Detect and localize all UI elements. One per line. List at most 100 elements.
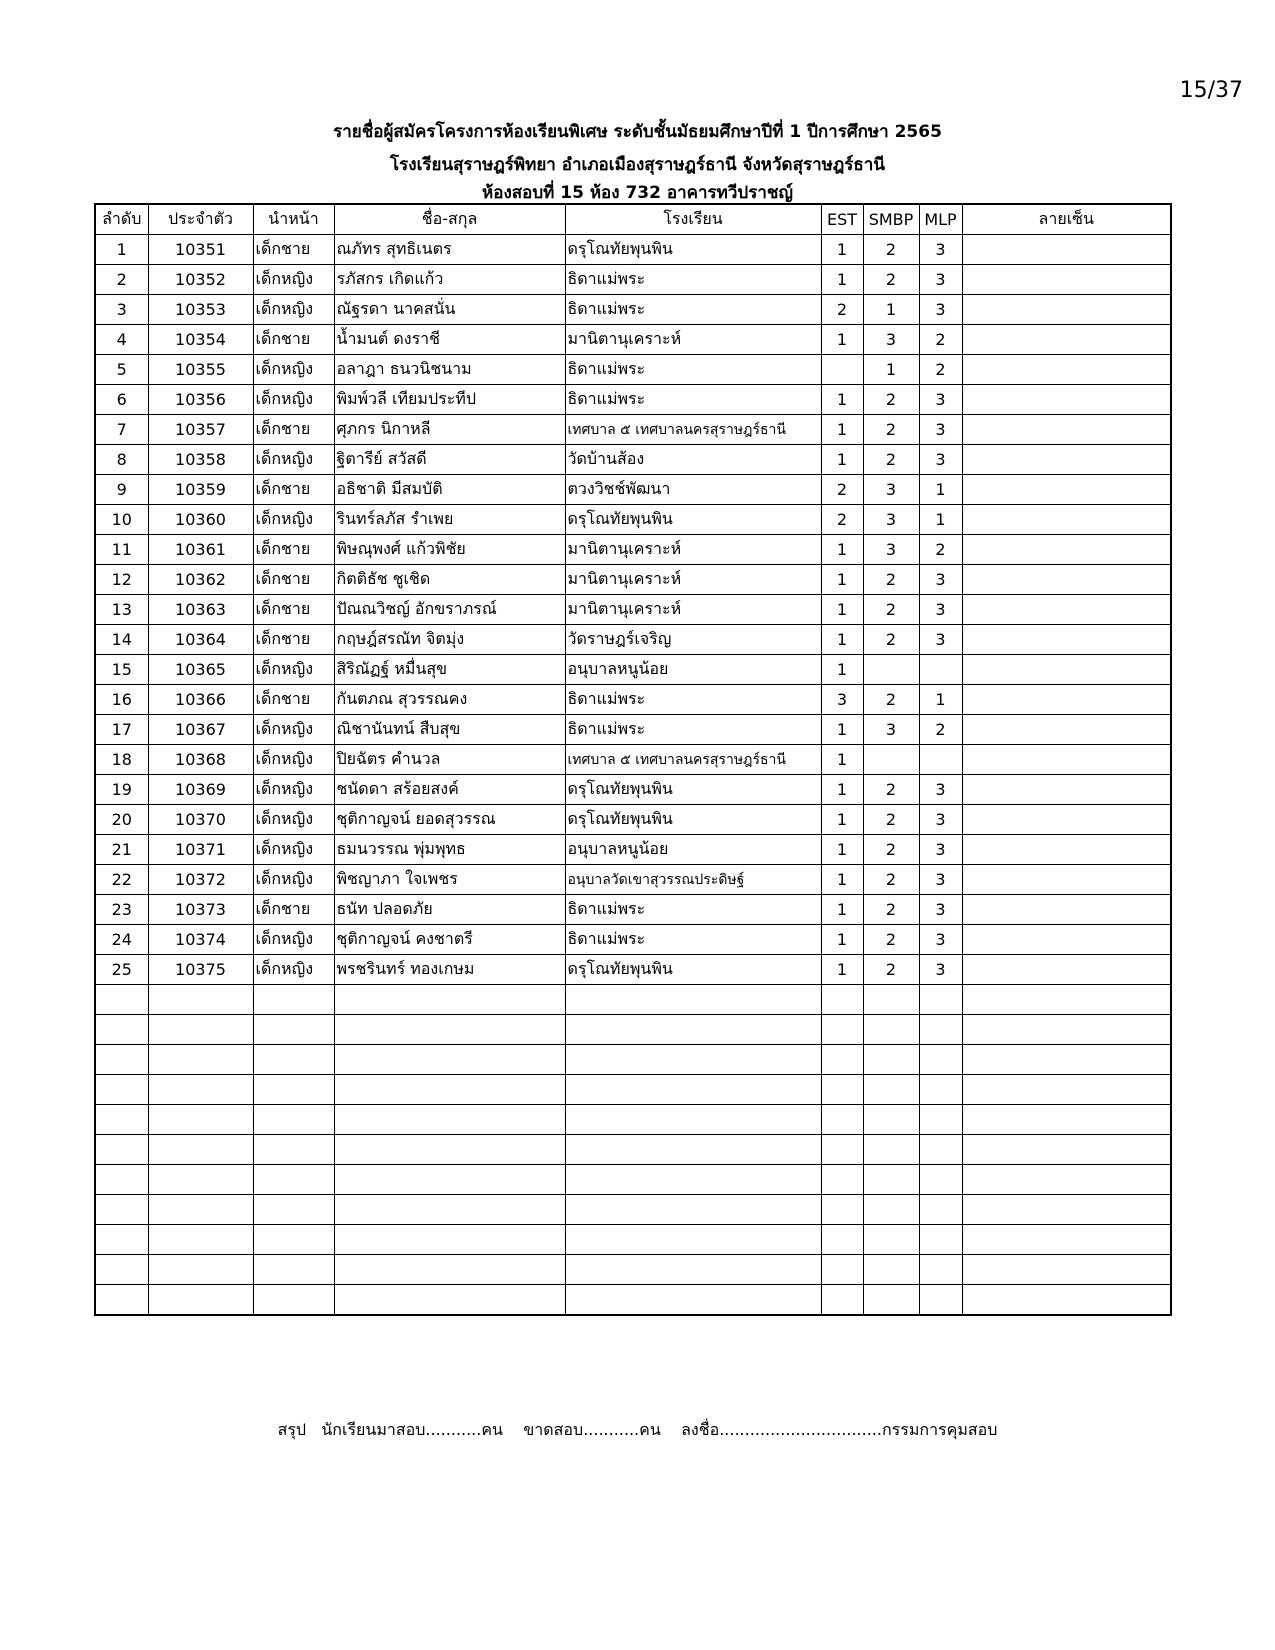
full-name: กิตติธัช ชูเชิด bbox=[333, 564, 566, 595]
empty-cell bbox=[820, 984, 864, 1015]
row-number: 25 bbox=[94, 954, 149, 985]
est-choice bbox=[820, 354, 864, 385]
empty-cell bbox=[564, 1014, 822, 1045]
empty-cell bbox=[961, 1134, 1172, 1165]
empty-cell bbox=[820, 1014, 864, 1045]
empty-cell bbox=[94, 1254, 149, 1285]
signature-cell bbox=[961, 444, 1172, 475]
full-name: อธิชาติ มีสมบัติ bbox=[333, 474, 566, 505]
title-prefix: เด็กหญิง bbox=[252, 444, 335, 475]
row-number: 11 bbox=[94, 534, 149, 565]
empty-cell bbox=[820, 1254, 864, 1285]
empty-cell bbox=[961, 1194, 1172, 1225]
empty-cell bbox=[333, 1134, 566, 1165]
school: ธิดาแม่พระ bbox=[564, 354, 822, 385]
empty-cell bbox=[862, 1134, 920, 1165]
student-id: 10359 bbox=[147, 474, 254, 505]
table-row: 4 10354 เด็กชาย น้ำมนต์ ดงราชี มานิตานุเคราะ… bbox=[94, 324, 1172, 355]
full-name: กฤษฎ์สรณัท จิตมุ่ง bbox=[333, 624, 566, 655]
signature-cell bbox=[961, 654, 1172, 685]
empty-cell bbox=[333, 1014, 566, 1045]
empty-cell bbox=[918, 1014, 963, 1045]
full-name: พรชรินทร์ ทองเกษม bbox=[333, 954, 566, 985]
row-number: 9 bbox=[94, 474, 149, 505]
empty-cell bbox=[252, 984, 335, 1015]
empty-cell bbox=[147, 984, 254, 1015]
est-choice: 1 bbox=[820, 414, 864, 445]
school: มานิตานุเคราะห์ bbox=[564, 564, 822, 595]
empty-cell bbox=[862, 1044, 920, 1075]
empty-cell bbox=[252, 1224, 335, 1255]
table-row: 14 10364 เด็กชาย กฤษฎ์สรณัท จิตมุ่ง วัดราษฎร… bbox=[94, 624, 1172, 655]
title-prefix: เด็กชาย bbox=[252, 594, 335, 625]
table-row: 5 10355 เด็กหญิง อลาฎา ธนวนิชนาม ธิดาแม่พระ 1… bbox=[94, 354, 1172, 385]
exam-summary: สรุป นักเรียนมาสอบ...........คน ขาดสอบ..… bbox=[0, 1418, 1275, 1443]
empty-cell bbox=[333, 1194, 566, 1225]
smbp-choice: 3 bbox=[862, 324, 920, 355]
school: ธิดาแม่พระ bbox=[564, 384, 822, 415]
row-number: 14 bbox=[94, 624, 149, 655]
title-prefix: เด็กหญิง bbox=[252, 294, 335, 325]
full-name: ธนัท ปลอดภัย bbox=[333, 894, 566, 925]
signature-cell bbox=[961, 834, 1172, 865]
mlp-choice: 3 bbox=[918, 864, 963, 895]
empty-cell bbox=[918, 1134, 963, 1165]
table-row: 10 10360 เด็กหญิง รินทร์ลภัส รำเพย ดรุโณทัยพ… bbox=[94, 504, 1172, 535]
table-row: 22 10372 เด็กหญิง พิชญาภา ใจเพชร อนุบาลวัดเข… bbox=[94, 864, 1172, 895]
school: วัดราษฎร์เจริญ bbox=[564, 624, 822, 655]
mlp-choice bbox=[918, 654, 963, 685]
full-name: ศุภกร นิกาหลี bbox=[333, 414, 566, 445]
title-prefix: เด็กหญิง bbox=[252, 744, 335, 775]
row-number: 3 bbox=[94, 294, 149, 325]
empty-cell bbox=[820, 1074, 864, 1105]
empty-cell bbox=[252, 1194, 335, 1225]
empty-cell bbox=[147, 1224, 254, 1255]
full-name: ณิชานันทน์ สืบสุข bbox=[333, 714, 566, 745]
school: วัดบ้านส้อง bbox=[564, 444, 822, 475]
title-prefix: เด็กหญิง bbox=[252, 714, 335, 745]
empty-cell bbox=[918, 1284, 963, 1316]
full-name: กันตภณ สุวรรณคง bbox=[333, 684, 566, 715]
empty-cell bbox=[564, 1284, 822, 1316]
empty-cell bbox=[918, 984, 963, 1015]
est-choice: 1 bbox=[820, 234, 864, 265]
smbp-choice: 2 bbox=[862, 444, 920, 475]
empty-cell bbox=[820, 1104, 864, 1135]
empty-cell bbox=[961, 1254, 1172, 1285]
empty-cell bbox=[820, 1164, 864, 1195]
empty-cell bbox=[94, 1044, 149, 1075]
empty-cell bbox=[564, 984, 822, 1015]
row-number: 16 bbox=[94, 684, 149, 715]
empty-cell bbox=[147, 1134, 254, 1165]
empty-cell bbox=[564, 1164, 822, 1195]
mlp-choice: 2 bbox=[918, 354, 963, 385]
empty-cell bbox=[564, 1134, 822, 1165]
mlp-choice: 3 bbox=[918, 444, 963, 475]
signature-cell bbox=[961, 714, 1172, 745]
column-header: โรงเรียน bbox=[564, 203, 822, 235]
student-id: 10355 bbox=[147, 354, 254, 385]
empty-cell bbox=[862, 984, 920, 1015]
empty-cell bbox=[147, 1284, 254, 1316]
student-id: 10364 bbox=[147, 624, 254, 655]
empty-cell bbox=[918, 1164, 963, 1195]
est-choice: 1 bbox=[820, 714, 864, 745]
student-id: 10368 bbox=[147, 744, 254, 775]
empty-cell bbox=[147, 1104, 254, 1135]
signature-cell bbox=[961, 384, 1172, 415]
summary-label: สรุป bbox=[277, 1420, 307, 1439]
table-row: 20 10370 เด็กหญิง ชุติกาญจน์ ยอดสุวรรณ ดรุโณ… bbox=[94, 804, 1172, 835]
smbp-choice bbox=[862, 654, 920, 685]
empty-cell bbox=[94, 1014, 149, 1045]
empty-cell bbox=[94, 1164, 149, 1195]
signature-cell bbox=[961, 774, 1172, 805]
row-number: 13 bbox=[94, 594, 149, 625]
document-title: รายชื่อผู้สมัครโครงการห้องเรียนพิเศษ ระด… bbox=[333, 122, 942, 142]
table-row: 8 10358 เด็กหญิง ฐิตารีย์ สวัสดี วัดบ้านส้อง… bbox=[94, 444, 1172, 475]
est-choice: 1 bbox=[820, 864, 864, 895]
full-name: ณัฐรดา นาคสนั่น bbox=[333, 294, 566, 325]
smbp-choice: 3 bbox=[862, 714, 920, 745]
smbp-choice: 2 bbox=[862, 594, 920, 625]
mlp-choice: 2 bbox=[918, 324, 963, 355]
empty-cell bbox=[333, 1074, 566, 1105]
